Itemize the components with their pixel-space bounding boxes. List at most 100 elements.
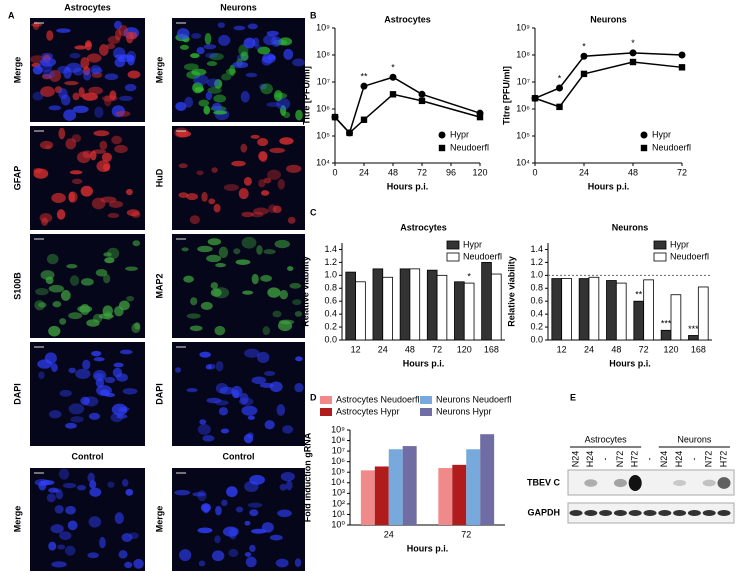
cell <box>59 531 72 541</box>
series-line <box>534 61 683 108</box>
cell <box>76 485 87 491</box>
bar <box>355 281 366 341</box>
cell <box>82 359 91 370</box>
cell <box>217 22 225 28</box>
cell <box>223 183 239 192</box>
x-tick-label: 168 <box>484 344 499 354</box>
cell <box>68 191 78 203</box>
x-axis-label: Hours p.i. <box>403 358 445 368</box>
x-tick-label: 48 <box>388 167 398 177</box>
cell <box>249 509 259 517</box>
cell <box>235 506 244 513</box>
cell <box>211 167 218 173</box>
bar <box>388 449 403 525</box>
cell <box>129 31 138 40</box>
cell <box>46 253 59 265</box>
band <box>717 477 731 489</box>
cell <box>251 273 259 285</box>
cell <box>192 492 206 497</box>
cell <box>46 30 54 41</box>
cell <box>258 151 268 162</box>
cell <box>205 364 212 370</box>
cell <box>247 502 263 508</box>
cell <box>206 61 218 67</box>
cell <box>65 545 76 556</box>
cell <box>52 301 62 308</box>
bar <box>670 294 682 341</box>
row-label: DAPI <box>12 383 22 405</box>
cell <box>244 520 251 526</box>
cell <box>279 137 294 145</box>
cell <box>200 301 213 310</box>
cell <box>295 109 303 121</box>
cell <box>103 163 110 172</box>
cell <box>60 290 71 301</box>
cell <box>91 72 103 78</box>
cell <box>82 92 98 101</box>
cell <box>193 74 209 86</box>
bar <box>399 268 411 341</box>
row-label: HuD <box>154 168 164 187</box>
bar <box>454 281 465 341</box>
y-axis-label: Fold induction gRNA <box>302 432 312 522</box>
chart-title: Astrocytes <box>384 14 431 24</box>
cell <box>64 80 79 86</box>
cell <box>86 319 100 327</box>
lane-label: H72 <box>630 451 640 468</box>
marker <box>346 129 353 137</box>
cell <box>39 140 54 150</box>
bar <box>561 278 572 341</box>
cell <box>269 147 286 154</box>
marker <box>360 116 368 123</box>
cell <box>189 215 200 225</box>
cell <box>294 311 303 317</box>
cell <box>186 313 201 319</box>
cell <box>38 371 45 379</box>
cell <box>113 362 124 368</box>
cell <box>294 558 302 567</box>
cell <box>275 558 289 568</box>
marker <box>640 144 648 152</box>
y-tick-label: 10⁰ <box>331 519 345 529</box>
cell <box>257 46 271 55</box>
cell <box>251 211 264 218</box>
cell <box>128 532 139 540</box>
cell <box>84 40 92 51</box>
cell <box>214 535 221 544</box>
cell <box>205 91 213 101</box>
cell <box>51 192 66 204</box>
cell <box>88 412 101 420</box>
band <box>628 475 642 491</box>
significance: * <box>558 73 562 83</box>
cell <box>260 83 273 95</box>
cell <box>55 490 64 500</box>
x-tick-label: 72 <box>639 344 649 354</box>
cell <box>89 487 102 497</box>
cell <box>206 254 222 263</box>
cell <box>40 86 55 97</box>
bar <box>578 278 590 341</box>
cell <box>269 534 283 541</box>
cell <box>273 90 283 102</box>
x-tick-label: 12 <box>351 344 361 354</box>
cell <box>260 274 272 282</box>
legend-label: Neudoerfl <box>463 251 502 261</box>
y-tick-label: 10⁴ <box>516 157 530 167</box>
cell <box>56 28 71 33</box>
cell <box>240 91 250 103</box>
cell <box>214 325 226 336</box>
cell <box>69 275 80 286</box>
cell <box>225 68 236 75</box>
cell <box>65 422 77 429</box>
y-tick-label: 1.2 <box>530 257 543 267</box>
lane-label: H24 <box>674 451 684 468</box>
cell <box>218 407 229 416</box>
cell <box>111 135 122 145</box>
cell <box>210 282 219 289</box>
cell <box>259 382 274 388</box>
band <box>717 510 731 516</box>
cell <box>206 397 222 404</box>
cell <box>186 70 201 79</box>
cell <box>121 479 129 487</box>
